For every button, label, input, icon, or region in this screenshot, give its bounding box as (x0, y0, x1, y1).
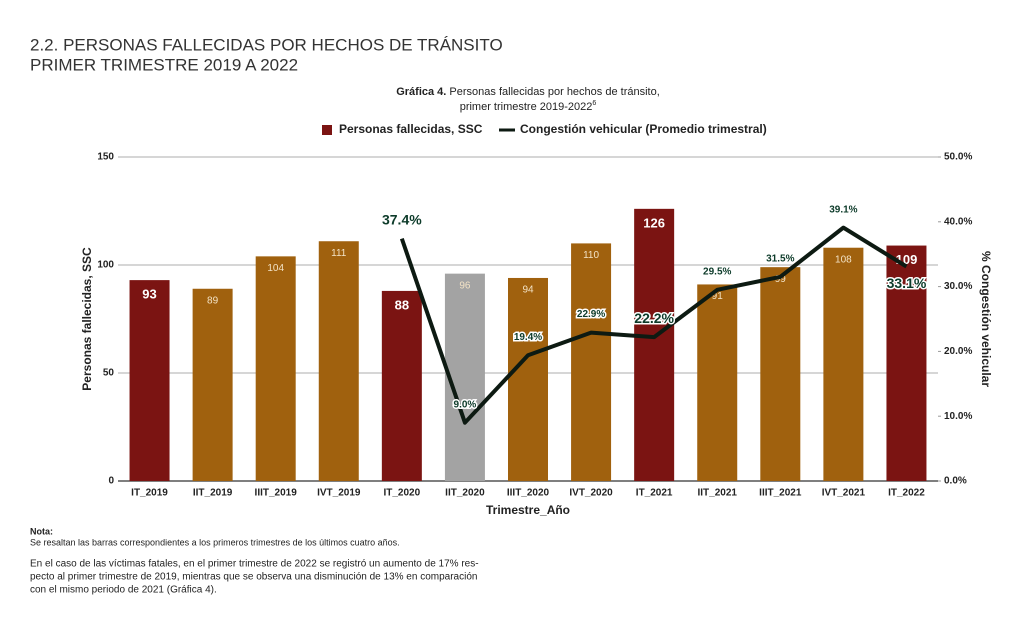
line-value-label: 22.2% (634, 310, 674, 326)
x-tick-label: IIT_2020 (445, 488, 485, 499)
bar-value-label: 93 (142, 287, 156, 302)
y-tick-label: 50 (103, 368, 115, 379)
x-tick-label: IIIT_2020 (507, 488, 550, 499)
x-tick-label: IVT_2020 (569, 488, 613, 499)
y2-axis-label: % Congestión vehicular (979, 251, 993, 387)
bar-value-label: 99 (775, 274, 787, 285)
line-value-label: 29.5% (703, 266, 731, 277)
note-title: Nota: (30, 526, 53, 536)
bar (444, 273, 485, 481)
x-axis-label: Trimestre_Año (486, 503, 570, 517)
chart-subtitle: primer trimestre 2019-20226 (460, 100, 597, 113)
y2-tick-label: 50.0% (944, 152, 972, 163)
y2-tick-label: 40.0% (944, 216, 972, 227)
bar-value-label: 108 (835, 254, 852, 265)
x-tick-label: IIIT_2021 (759, 488, 802, 499)
bar (697, 284, 738, 481)
bar (381, 290, 422, 481)
x-tick-label: IT_2021 (636, 488, 673, 499)
paragraph-line: pecto al primer trimestre de 2019, mient… (30, 572, 477, 583)
bar-value-label: 111 (331, 248, 347, 259)
line-value-label: 19.4% (514, 332, 542, 343)
y-tick-label: 0 (108, 476, 114, 487)
y2-tick-label: 0.0% (944, 476, 967, 487)
y2-tick-label: 20.0% (944, 346, 972, 357)
chart-title-bold: Gráfica 4. (396, 86, 446, 98)
x-tick-label: IIT_2021 (697, 488, 737, 499)
bar-value-label: 94 (522, 285, 534, 296)
y2-tick-label: 10.0% (944, 411, 972, 422)
line-value-label: 22.9% (577, 309, 605, 320)
x-tick-label: IIT_2019 (193, 488, 233, 499)
bar-value-label: 96 (459, 280, 471, 291)
y-axis-label: Personas fallecidas, SSC (80, 247, 94, 391)
x-tick-label: IIIT_2019 (255, 488, 298, 499)
line-value-label: 31.5% (766, 254, 794, 265)
legend-swatch (322, 125, 332, 135)
line-value-label: 9.0% (454, 399, 477, 410)
paragraph-line: En el caso de las víctimas fatales, en e… (30, 559, 479, 570)
y-tick-label: 100 (97, 260, 114, 271)
heading: PRIMER TRIMESTRE 2019 A 2022 (30, 55, 298, 74)
chart-title-text: Personas fallecidas por hechos de tránsi… (449, 86, 659, 98)
note-mark: 6 (592, 100, 596, 107)
bar-value-label: 126 (643, 215, 665, 230)
chart-title: Gráfica 4. Personas fallecidas por hecho… (396, 86, 660, 98)
x-tick-label: IVT_2019 (317, 488, 361, 499)
bar (760, 267, 801, 481)
bar (318, 241, 359, 481)
bar (255, 256, 296, 481)
bar-value-label: 89 (207, 295, 219, 306)
legend-label: Personas fallecidas, SSC (339, 122, 483, 136)
y-tick-label: 150 (97, 152, 114, 163)
x-tick-label: IVT_2021 (822, 488, 866, 499)
bar-value-label: 88 (395, 297, 409, 312)
y2-tick-label: 30.0% (944, 281, 972, 292)
bar (508, 277, 548, 481)
bar (129, 280, 170, 481)
line-value-label: 33.1% (887, 275, 927, 291)
bar-value-label: 110 (583, 250, 599, 261)
paragraph-line: con el mismo periodo de 2021 (Gráfica 4)… (30, 585, 217, 596)
bar-value-label: 91 (712, 291, 724, 302)
line (399, 225, 908, 425)
x-tick-label: IT_2020 (383, 488, 420, 499)
note-text: Se resaltan las barras correspondientes … (30, 537, 400, 547)
heading: 2.2. PERSONAS FALLECIDAS POR HECHOS DE T… (30, 35, 503, 54)
legend-label: Congestión vehicular (Promedio trimestra… (520, 122, 767, 136)
line-value-label: 37.4% (382, 211, 422, 227)
bar (634, 208, 675, 481)
line-value-label: 39.1% (829, 204, 857, 215)
bar (823, 247, 864, 481)
x-tick-label: IT_2022 (888, 488, 925, 499)
bar (571, 243, 612, 481)
x-tick-label: IT_2019 (131, 488, 168, 499)
chart-subtitle-text: primer trimestre 2019-2022 (460, 101, 593, 113)
bar-value-label: 104 (267, 263, 284, 274)
bar (886, 245, 927, 481)
bar (192, 288, 233, 481)
